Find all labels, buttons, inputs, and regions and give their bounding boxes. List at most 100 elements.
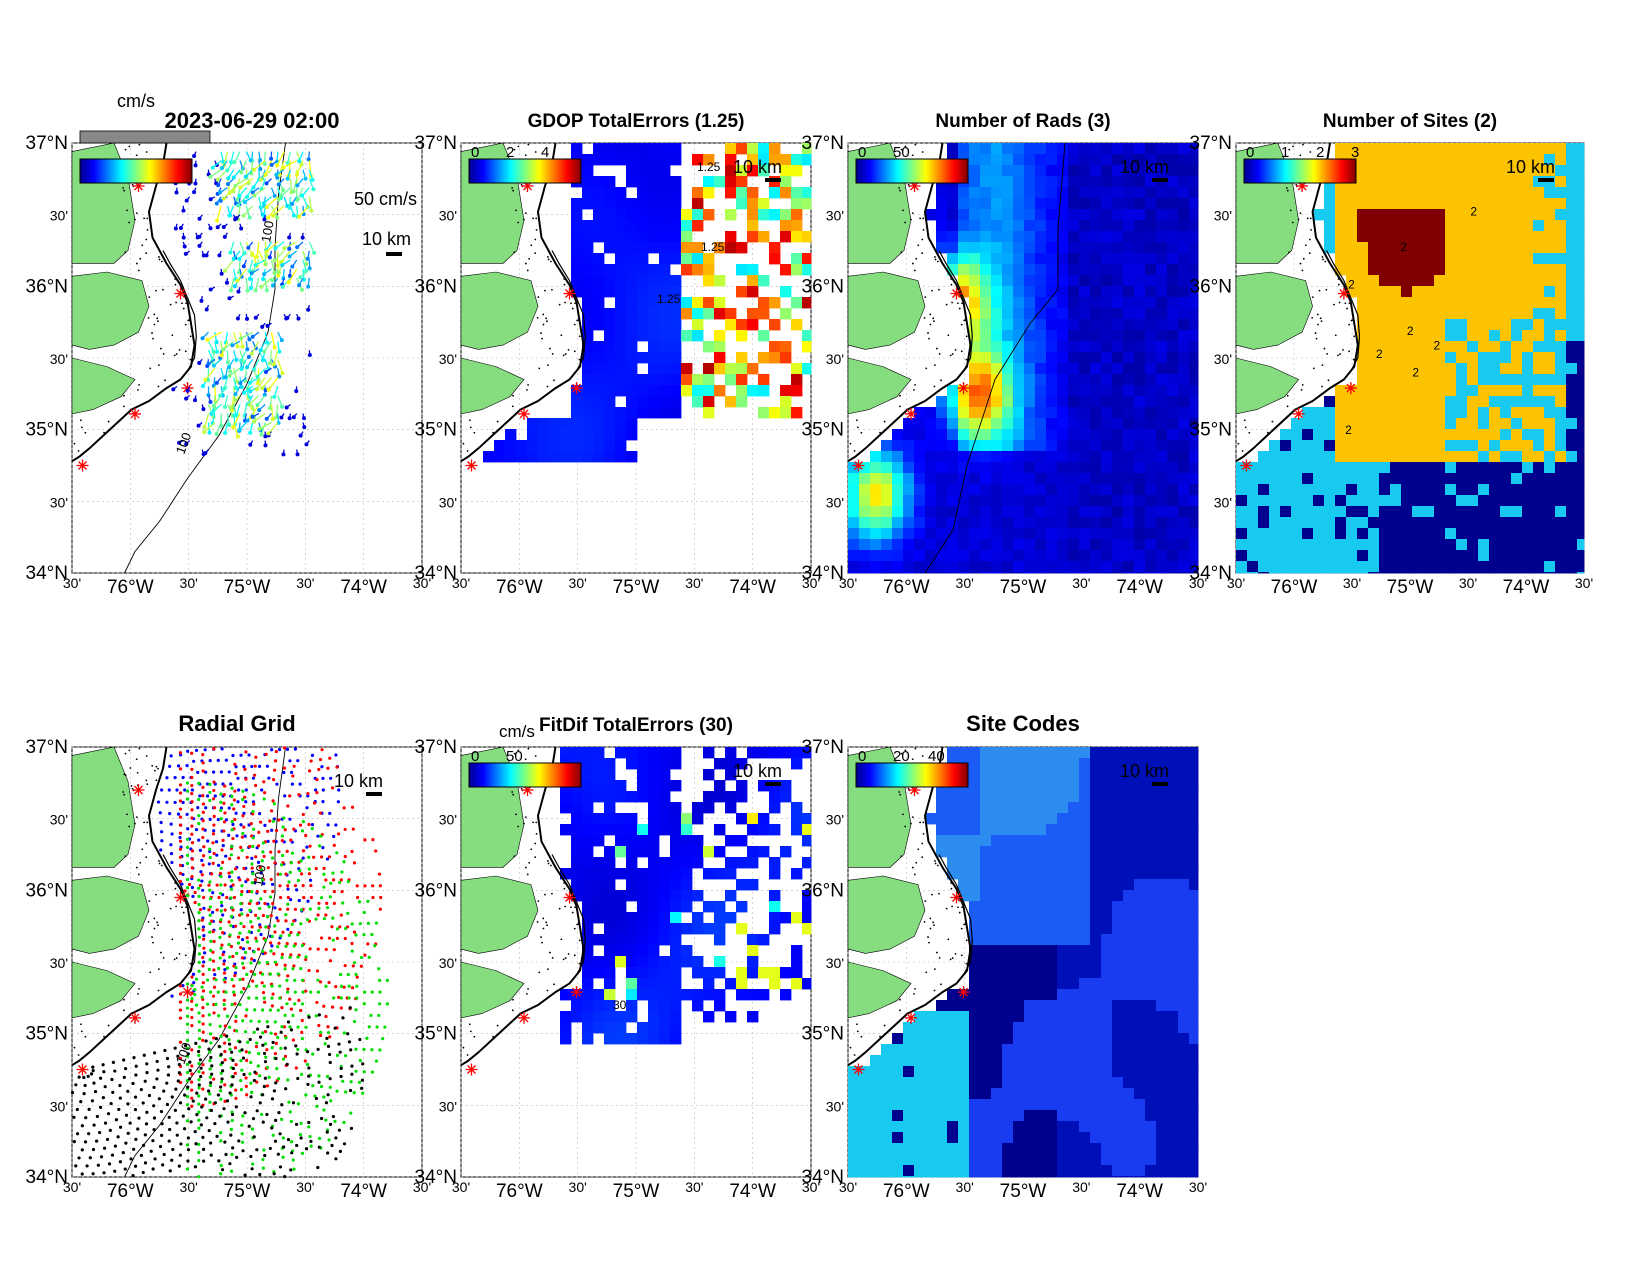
gdop-shore-dot	[549, 347, 551, 350]
rads-cell	[1079, 286, 1091, 298]
rads-cell	[1046, 374, 1058, 386]
vectors-site-marker-d2	[176, 289, 185, 298]
sites-cell	[1445, 572, 1457, 574]
rads-cell	[1002, 352, 1014, 364]
sites-cell	[1247, 506, 1259, 518]
radgrid-grid-point	[209, 939, 213, 943]
gdop-cell	[791, 374, 803, 386]
sites-cell	[1379, 220, 1391, 232]
vectors-vector-head	[242, 390, 247, 395]
rads-cell	[1057, 473, 1069, 485]
radgrid-grid-point	[269, 949, 273, 953]
rads-cell	[1123, 429, 1135, 441]
rads-cell	[1189, 242, 1199, 254]
rads-cell	[1123, 176, 1135, 188]
rads-shore-dot	[947, 334, 950, 337]
rads-cell	[969, 297, 981, 309]
sites-cell	[1544, 297, 1556, 309]
rads-cell	[1057, 495, 1069, 507]
sites-cell	[1423, 561, 1435, 573]
radgrid-grid-point	[265, 960, 269, 965]
vectors-vector	[278, 187, 285, 200]
rads-cell	[892, 429, 904, 441]
sites-cell	[1500, 176, 1512, 188]
sites-cell	[1478, 473, 1490, 485]
radgrid-grid-point	[257, 830, 261, 834]
radgrid-grid-point	[191, 972, 196, 976]
vectors-lon-tick: 76°W	[107, 577, 154, 598]
sites-cell	[1467, 451, 1479, 463]
sites-site-marker-d2	[1339, 289, 1349, 298]
rads-cell	[1068, 154, 1080, 166]
radgrid-grid-point	[269, 941, 273, 945]
radgrid-grid-point	[181, 984, 185, 988]
sites-cell	[1368, 220, 1380, 232]
sites-cell	[1500, 407, 1512, 419]
sites-cell	[1357, 165, 1369, 177]
rads-cell	[1145, 308, 1157, 320]
sites-cell	[1522, 495, 1534, 507]
rads-cell	[1090, 242, 1102, 254]
radgrid-grid-point	[234, 1063, 238, 1067]
rads-cell	[1167, 407, 1179, 419]
sites-cell	[1379, 561, 1391, 573]
sites-cell	[1478, 396, 1490, 408]
radgrid-grid-point	[239, 1079, 243, 1083]
rads-shore-dot	[923, 316, 926, 319]
sites-cell	[1533, 473, 1545, 485]
sites-cell	[1368, 374, 1380, 386]
sites-cell	[1379, 198, 1391, 210]
sites-cell	[1522, 341, 1534, 353]
sites-cell	[1533, 143, 1545, 155]
sites-cell	[1544, 451, 1556, 463]
gdop-cell	[604, 407, 616, 419]
gdop-cell	[626, 407, 638, 419]
rads-cell	[980, 462, 992, 474]
rads-cell	[1134, 506, 1146, 518]
sites-cell	[1544, 418, 1556, 430]
sites-cell	[1423, 330, 1435, 342]
sites-cell	[1379, 341, 1391, 353]
sites-cell	[1346, 385, 1358, 397]
sites-cell	[1280, 539, 1292, 551]
radgrid-grid-point	[248, 1072, 252, 1076]
sites-cell	[1357, 539, 1369, 551]
vectors-vector-head	[287, 416, 292, 421]
radgrid-grid-point	[191, 894, 195, 898]
gdop-cell	[593, 231, 605, 243]
sites-cell	[1412, 220, 1424, 232]
sites-shore-dot	[1319, 317, 1322, 320]
radgrid-grid-point	[233, 762, 237, 766]
sites-cell	[1390, 297, 1402, 309]
sites-land	[1235, 357, 1300, 415]
vectors-vector-head	[290, 201, 295, 206]
sites-cell	[1390, 572, 1402, 574]
sites-site-marker	[1337, 287, 1350, 300]
sites-cell	[1544, 561, 1556, 573]
sites-cell	[1324, 242, 1336, 254]
radgrid-grid-point	[223, 1058, 227, 1062]
sites-cell	[1368, 506, 1380, 518]
rads-cell	[1145, 231, 1157, 243]
sites-cell	[1577, 231, 1585, 243]
rads-cell	[947, 198, 959, 210]
rads-cell	[1167, 253, 1179, 265]
rads-cell	[1068, 440, 1080, 452]
sites-cell	[1390, 242, 1402, 254]
sites-cell	[1544, 385, 1556, 397]
sites-shore-dot	[1315, 337, 1318, 340]
sites-site-marker-d2	[1346, 383, 1356, 393]
gdop-site-marker	[518, 407, 530, 420]
sites-cell	[1346, 143, 1358, 155]
sites-cell	[1555, 286, 1567, 298]
gdop-cell	[725, 187, 737, 199]
gdop-cell	[615, 286, 627, 298]
rads-cell	[1013, 165, 1025, 177]
radgrid-grid-point	[244, 788, 248, 792]
radgrid-grid-point	[343, 827, 347, 832]
radgrid-grid-point	[207, 883, 211, 887]
rads-lon-tick: 76°W	[883, 577, 930, 598]
sites-cell	[1324, 187, 1336, 199]
vectors-vector-head	[304, 442, 309, 447]
radgrid-grid-point	[254, 755, 258, 759]
